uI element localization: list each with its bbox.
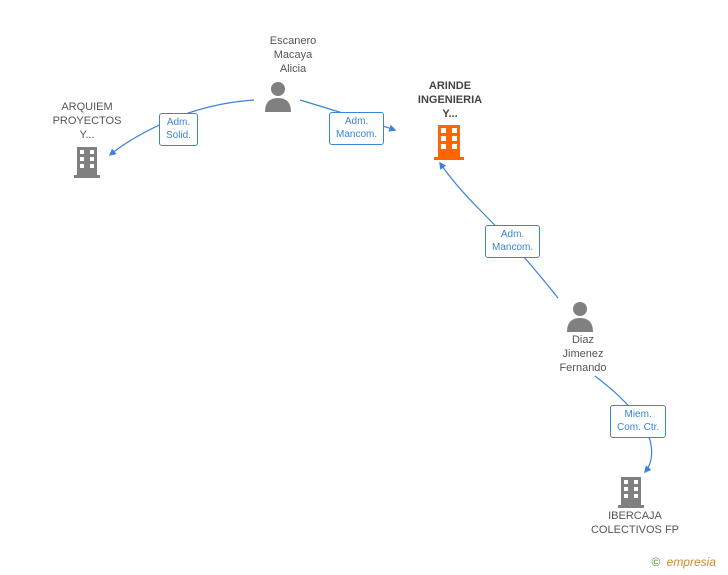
node-label: ARINDE — [405, 80, 495, 94]
node-label: Jimenez — [548, 348, 618, 362]
node-label: Alicia — [258, 63, 328, 77]
node-label: Y... — [42, 129, 132, 143]
node-label: Diaz — [548, 334, 618, 348]
node-label: IBERCAJA — [575, 510, 695, 524]
edge-label-e4: Miem. Com. Ctr. — [610, 405, 666, 438]
node-label: Escanero — [258, 35, 328, 49]
building-icon — [72, 145, 102, 179]
node-label: Y... — [405, 108, 495, 122]
building-icon — [432, 123, 466, 161]
edge-label-line: Adm. — [166, 117, 191, 130]
node-arquiem[interactable]: ARQUIEM PROYECTOS Y... — [42, 101, 132, 142]
person-icon — [262, 80, 294, 112]
edge-label-line: Adm. — [336, 116, 377, 129]
node-arinde[interactable]: ARINDE INGENIERIA Y... — [405, 80, 495, 121]
watermark-brand: empresia — [667, 555, 716, 569]
person-icon — [564, 300, 596, 332]
copyright-icon: © — [651, 555, 660, 569]
node-label: PROYECTOS — [42, 115, 132, 129]
watermark: © empresia — [651, 555, 716, 569]
node-label: COLECTIVOS FP — [575, 524, 695, 538]
node-ibercaja[interactable]: IBERCAJA COLECTIVOS FP — [575, 510, 695, 538]
edge-label-line: Solid. — [166, 130, 191, 143]
edge-label-e1: Adm. Solid. — [159, 113, 198, 146]
node-label: ARQUIEM — [42, 101, 132, 115]
edge-label-line: Adm. — [492, 229, 533, 242]
building-icon — [616, 475, 646, 509]
node-escanero[interactable]: Escanero Macaya Alicia — [258, 35, 328, 76]
edge-label-e2: Adm. Mancom. — [329, 112, 384, 145]
edge-label-line: Miem. — [617, 409, 659, 422]
edge-label-e3: Adm. Mancom. — [485, 225, 540, 258]
node-diaz[interactable]: Diaz Jimenez Fernando — [548, 334, 618, 375]
edge-label-line: Mancom. — [336, 129, 377, 142]
edge-label-line: Com. Ctr. — [617, 422, 659, 435]
node-label: Fernando — [548, 362, 618, 376]
node-label: INGENIERIA — [405, 94, 495, 108]
edge-label-line: Mancom. — [492, 242, 533, 255]
node-label: Macaya — [258, 49, 328, 63]
